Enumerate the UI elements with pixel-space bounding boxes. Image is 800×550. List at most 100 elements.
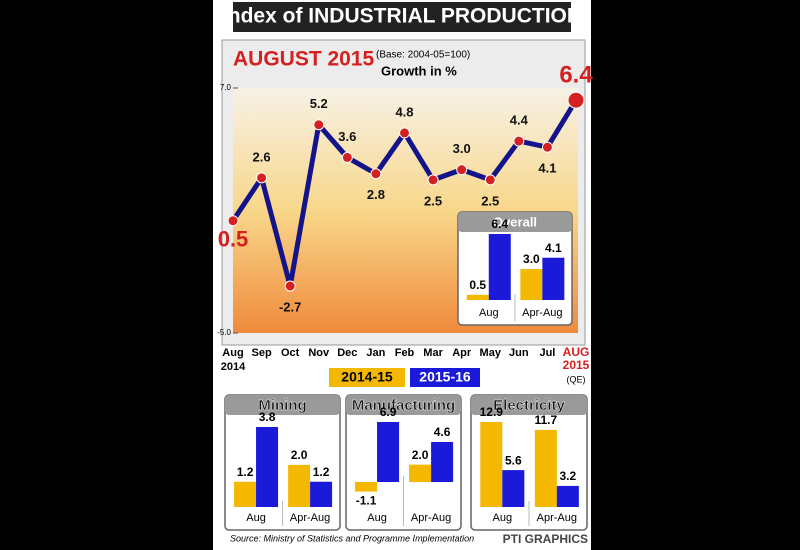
x-tick-label: Apr-Aug bbox=[537, 512, 577, 524]
value-label: 1.2 bbox=[237, 465, 254, 479]
value-label: 0.5 bbox=[469, 278, 486, 292]
panel-title: Overall bbox=[493, 214, 537, 229]
value-label: 3.2 bbox=[559, 469, 576, 483]
x-tick-label: Aug bbox=[222, 347, 243, 359]
point bbox=[541, 141, 553, 153]
value-label: 5.6 bbox=[505, 453, 522, 467]
main-title: Index of INDUSTRIAL PRODUCTION bbox=[222, 5, 582, 28]
y-tick-label: -5.0 bbox=[217, 328, 231, 337]
bar bbox=[480, 422, 503, 507]
panel-header bbox=[458, 212, 572, 232]
x-tick-label: Aug bbox=[479, 307, 499, 319]
point bbox=[341, 151, 353, 163]
panel-header bbox=[471, 395, 587, 415]
legend-swatch bbox=[410, 368, 480, 387]
value-label: 2.5 bbox=[481, 193, 499, 208]
value-label: 11.7 bbox=[534, 413, 557, 427]
value-label: 0.5 bbox=[218, 227, 249, 252]
value-label: 1.2 bbox=[313, 465, 330, 479]
value-label: 2.5 bbox=[424, 193, 442, 208]
value-label: 3.0 bbox=[523, 252, 540, 266]
legend-label: 2014-15 bbox=[341, 369, 393, 385]
value-label: -2.7 bbox=[279, 299, 301, 314]
value-label: 3.8 bbox=[259, 410, 276, 424]
value-label: 4.8 bbox=[395, 104, 413, 119]
x-tick-label: Nov bbox=[308, 347, 330, 359]
x-tick-label: Aug bbox=[493, 512, 513, 524]
value-label: 3.0 bbox=[453, 141, 471, 156]
point bbox=[227, 215, 239, 227]
point bbox=[456, 164, 468, 176]
subtitle: (Base: 2004-05=100) bbox=[376, 50, 470, 61]
value-label: 2.0 bbox=[412, 448, 429, 462]
bar bbox=[542, 257, 565, 300]
panel-header bbox=[346, 395, 461, 415]
legend-label: 2015-16 bbox=[419, 369, 471, 385]
point bbox=[399, 127, 410, 139]
y-label: Growth in % bbox=[381, 63, 457, 78]
bar bbox=[310, 481, 333, 507]
x-tick-label: Jun bbox=[509, 347, 529, 359]
value-label: 6.4 bbox=[559, 62, 593, 89]
value-label: 2.6 bbox=[253, 149, 271, 164]
value-label: -1.1 bbox=[356, 494, 377, 508]
x-tick-label: Feb bbox=[395, 347, 415, 359]
credit: PTI GRAPHICS bbox=[503, 532, 588, 546]
value-label: 4.1 bbox=[545, 241, 562, 255]
value-label: 6.4 bbox=[491, 217, 508, 231]
bar bbox=[409, 464, 432, 482]
point bbox=[313, 119, 325, 131]
panel-title: Manufacturing bbox=[352, 397, 455, 414]
x-tick-label: Apr-Aug bbox=[522, 307, 562, 319]
point bbox=[256, 172, 268, 184]
value-label: 2.8 bbox=[367, 187, 385, 202]
x-tick-label: Oct bbox=[281, 347, 300, 359]
x-tick-label: May bbox=[480, 347, 502, 359]
value-label: 4.1 bbox=[538, 161, 556, 176]
bar bbox=[431, 442, 454, 482]
bar bbox=[488, 234, 511, 300]
legend-swatch bbox=[329, 368, 405, 387]
bar bbox=[234, 481, 257, 507]
point bbox=[427, 174, 439, 186]
y-tick-label: 7.0 bbox=[220, 83, 232, 92]
panel-title: Mining bbox=[258, 397, 306, 414]
x-tick-label: Aug bbox=[246, 512, 266, 524]
point bbox=[567, 91, 585, 109]
title-box bbox=[233, 2, 571, 32]
value-label: 5.2 bbox=[310, 96, 328, 111]
value-label: 4.6 bbox=[434, 425, 451, 439]
period-title: AUGUST 2015 bbox=[233, 48, 375, 71]
value-label: 12.9 bbox=[480, 405, 504, 419]
x-tick-label: Aug bbox=[367, 512, 387, 524]
x-tick-label: Jul bbox=[539, 347, 555, 359]
panel-title: Electricity bbox=[493, 397, 565, 414]
value-label: 4.4 bbox=[510, 113, 529, 128]
x-tick-label: Jan bbox=[366, 347, 385, 359]
x-tick-label: Apr-Aug bbox=[411, 512, 451, 524]
bar bbox=[288, 464, 311, 507]
point bbox=[513, 135, 525, 147]
value-label: 2.0 bbox=[291, 448, 308, 462]
bar bbox=[534, 429, 557, 507]
x-tick-label: AUG bbox=[563, 345, 590, 359]
x-tick-label: Apr bbox=[452, 347, 472, 359]
x-tick-label: Dec bbox=[337, 347, 357, 359]
x-tick-label: Sep bbox=[251, 347, 271, 359]
end-year: 2015 bbox=[563, 358, 590, 372]
x-tick-label: Mar bbox=[423, 347, 443, 359]
bar bbox=[502, 470, 525, 507]
value-label: 3.6 bbox=[338, 129, 356, 144]
point bbox=[370, 168, 382, 180]
source: Source: Ministry of Statistics and Progr… bbox=[230, 533, 474, 543]
bar bbox=[466, 294, 489, 300]
start-year: 2014 bbox=[221, 361, 246, 373]
bar bbox=[556, 485, 579, 507]
point bbox=[284, 280, 296, 292]
bar bbox=[355, 482, 378, 492]
bar bbox=[256, 427, 279, 507]
bar bbox=[520, 269, 543, 300]
x-tick-label: Apr-Aug bbox=[290, 512, 330, 524]
bar bbox=[377, 422, 400, 482]
